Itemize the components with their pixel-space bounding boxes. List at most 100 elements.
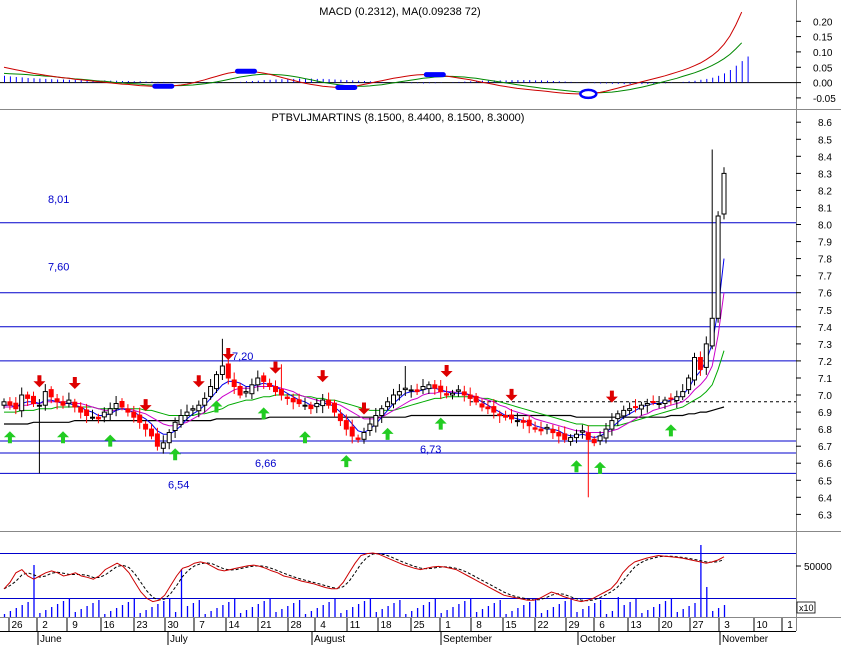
price-y-tick-label: 7.0 <box>818 391 832 402</box>
candle-body <box>585 432 591 440</box>
up-arrow <box>381 427 394 440</box>
candle-body <box>721 172 727 215</box>
macd-y-tick-label: -0.05 <box>813 94 836 105</box>
candle-body <box>420 386 426 391</box>
candle-body <box>95 416 101 420</box>
candle-body <box>190 408 196 411</box>
candle-body <box>214 374 219 390</box>
candle-body <box>60 401 66 406</box>
x-month-label: June <box>40 634 62 645</box>
candle-body <box>225 363 231 379</box>
candle-body <box>556 432 562 437</box>
candle-body <box>231 379 237 387</box>
macd-line <box>3 11 743 95</box>
candle-body <box>444 393 450 396</box>
candle-body <box>574 433 579 439</box>
candle-body <box>36 404 42 407</box>
candle-body <box>361 432 367 440</box>
lower-y-tick-label: 50000 <box>804 562 832 573</box>
x-day-label: 4 <box>320 620 326 631</box>
volume-bars <box>3 545 726 617</box>
down-arrow <box>192 375 205 388</box>
candle-body <box>290 397 296 403</box>
candle-body <box>538 428 544 432</box>
candle-body <box>284 396 290 400</box>
candle-body <box>514 420 520 423</box>
candle-body <box>237 386 243 396</box>
candle-body <box>455 389 461 392</box>
candle-body <box>408 389 414 392</box>
up-arrow <box>57 431 70 444</box>
candle-body <box>597 435 603 442</box>
macd-y-tick-label: 0.10 <box>813 48 833 59</box>
price-y-tick-label: 7.8 <box>818 255 832 266</box>
x-day-label: 22 <box>537 620 549 631</box>
macd-y-tick-label: 0.00 <box>813 79 833 90</box>
candle-body <box>396 391 402 396</box>
up-arrow <box>3 431 16 444</box>
candle-body <box>54 398 60 403</box>
macd-title: MACD (0.2312), MA(0.09238 72) <box>319 6 480 18</box>
x-month-label: November <box>722 634 769 645</box>
candle-body <box>526 419 532 427</box>
candle-body <box>355 437 361 440</box>
candle-body <box>72 401 78 408</box>
price-level-label: 8,01 <box>48 194 69 206</box>
up-arrow <box>298 431 311 444</box>
candle-body <box>438 385 444 393</box>
price-y-tick-label: 8.3 <box>818 169 832 180</box>
candle-body <box>503 415 509 418</box>
candle-body <box>703 343 709 368</box>
down-arrow <box>139 399 152 412</box>
candle-body <box>509 414 514 420</box>
candle-body <box>467 394 473 399</box>
candle-body <box>42 391 48 406</box>
candle-body <box>31 395 36 405</box>
x-day-label: 21 <box>260 620 272 631</box>
candle-body <box>550 429 556 434</box>
candlesticks <box>1 149 727 498</box>
candle-body <box>84 409 90 416</box>
price-y-tick-label: 8.6 <box>818 118 832 129</box>
candle-body <box>208 386 214 397</box>
scale-box <box>796 601 816 614</box>
x-day-label: 7 <box>199 620 205 631</box>
down-arrow <box>358 402 370 415</box>
candle-body <box>7 401 13 406</box>
price-panel: 8,01 7,60 7,20 6,73 6,66 6,54 8.6 8.5 8.4 8.3 8.2… <box>0 112 832 521</box>
price-y-tick-label: 8.2 <box>818 186 832 197</box>
candle-body <box>326 399 332 406</box>
lower-panel: 50000 x10 <box>0 545 832 617</box>
price-y-tick-label: 7.1 <box>818 374 832 385</box>
x-day-label: 16 <box>103 620 115 631</box>
scale-label: x10 <box>799 603 814 613</box>
candle-body <box>113 403 119 410</box>
x-day-label: 28 <box>290 620 302 631</box>
x-day-label: 2 <box>42 620 48 631</box>
candle-body <box>591 438 597 444</box>
x-day-label: 27 <box>692 620 704 631</box>
price-y-tick-label: 6.7 <box>818 442 832 453</box>
macd-cross-marker <box>423 72 446 78</box>
candle-body <box>308 404 314 410</box>
up-arrow <box>210 400 223 413</box>
price-title: PTBVLJMARTINS (8.1500, 8.4400, 8.1500, 8… <box>272 112 525 124</box>
x-day-label: 3 <box>724 620 730 631</box>
x-day-label: 30 <box>167 620 179 631</box>
candle-body <box>450 392 455 396</box>
macd-cross-marker <box>235 68 257 74</box>
candle-body <box>90 416 95 419</box>
candle-body <box>709 317 715 347</box>
candle-body <box>662 399 668 405</box>
candle-body <box>48 389 54 398</box>
x-day-label: 29 <box>568 620 580 631</box>
candle-body <box>131 411 137 418</box>
candle-body <box>668 397 674 400</box>
down-arrow <box>505 388 518 401</box>
candle-body <box>562 433 568 440</box>
down-arrow <box>440 365 453 378</box>
lower-y-axis: 50000 <box>796 562 832 573</box>
candle-body <box>154 433 160 447</box>
candle-body <box>633 406 638 409</box>
candle-body <box>314 403 320 408</box>
